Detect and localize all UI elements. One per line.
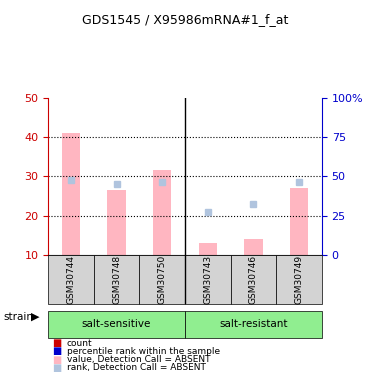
- FancyBboxPatch shape: [231, 255, 276, 304]
- Text: ■: ■: [52, 355, 61, 364]
- Text: percentile rank within the sample: percentile rank within the sample: [67, 347, 220, 356]
- Text: ▶: ▶: [31, 312, 40, 322]
- Text: salt-sensitive: salt-sensitive: [82, 320, 151, 329]
- Bar: [153, 170, 171, 255]
- Text: strain: strain: [4, 312, 34, 322]
- Bar: [199, 243, 217, 255]
- Text: GSM30750: GSM30750: [158, 255, 166, 304]
- Bar: [62, 133, 80, 255]
- FancyBboxPatch shape: [48, 311, 185, 338]
- Text: GSM30743: GSM30743: [204, 255, 212, 304]
- Text: ■: ■: [52, 338, 61, 348]
- Text: ■: ■: [52, 363, 61, 373]
- Text: GSM30749: GSM30749: [295, 255, 303, 304]
- Text: rank, Detection Call = ABSENT: rank, Detection Call = ABSENT: [67, 363, 205, 372]
- FancyBboxPatch shape: [276, 255, 322, 304]
- FancyBboxPatch shape: [139, 255, 185, 304]
- FancyBboxPatch shape: [185, 311, 322, 338]
- Text: GSM30748: GSM30748: [112, 255, 121, 304]
- FancyBboxPatch shape: [185, 255, 231, 304]
- Text: salt-resistant: salt-resistant: [219, 320, 288, 329]
- Text: ■: ■: [52, 346, 61, 356]
- FancyBboxPatch shape: [48, 255, 94, 304]
- FancyBboxPatch shape: [94, 255, 139, 304]
- Bar: [244, 239, 263, 255]
- Text: GDS1545 / X95986mRNA#1_f_at: GDS1545 / X95986mRNA#1_f_at: [82, 13, 288, 26]
- Text: value, Detection Call = ABSENT: value, Detection Call = ABSENT: [67, 355, 210, 364]
- Text: count: count: [67, 339, 92, 348]
- Bar: [107, 190, 126, 255]
- Text: GSM30746: GSM30746: [249, 255, 258, 304]
- Text: GSM30744: GSM30744: [67, 255, 75, 304]
- Bar: [290, 188, 308, 255]
